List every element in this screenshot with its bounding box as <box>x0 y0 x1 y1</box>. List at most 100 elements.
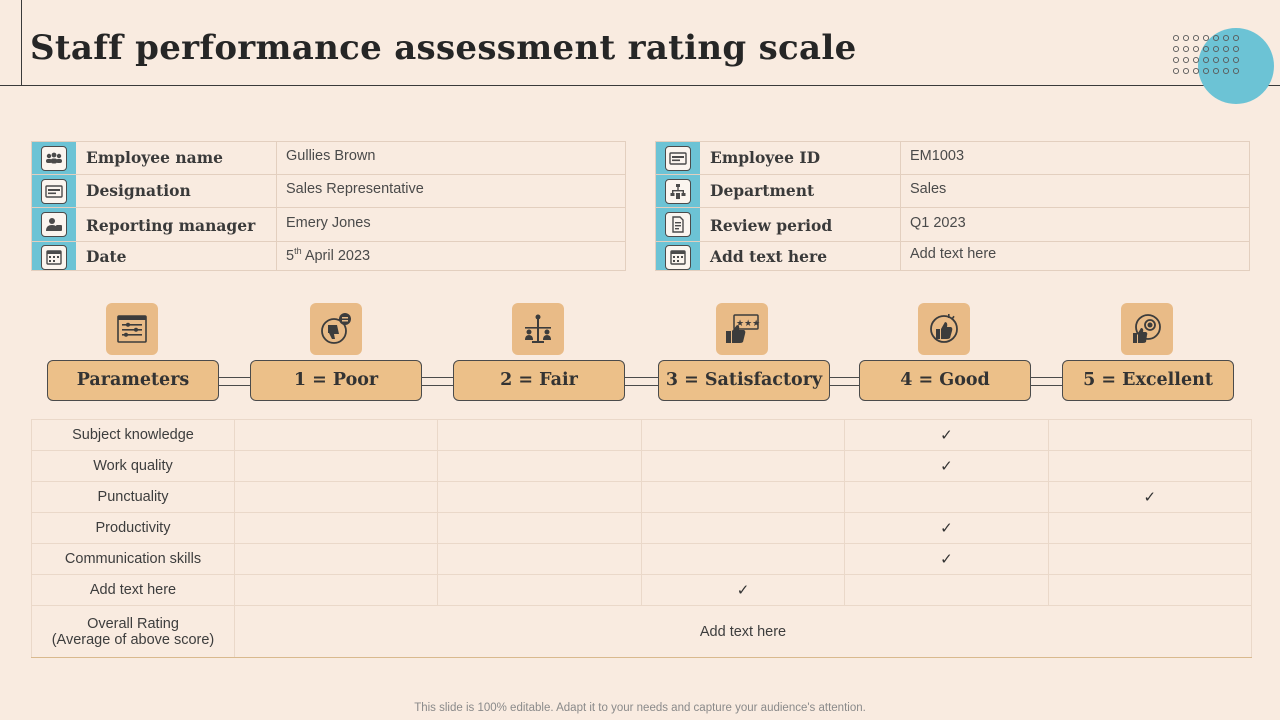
check-icon: ✓ <box>1143 488 1157 506</box>
scale-box-satisfactory: 3 = Satisfactory <box>658 360 830 401</box>
rating-table: Subject knowledge ✓ Work quality ✓ Punctuali… <box>31 419 1253 658</box>
calendar-icon <box>665 245 691 270</box>
employee-info-table: Employee name Gullies Brown Designation … <box>31 141 626 271</box>
review-info-table: Employee ID EM1003 Department Sales Revi… <box>655 141 1250 271</box>
info-value: Q1 2023 <box>910 215 966 231</box>
info-value: Gullies Brown <box>286 148 376 164</box>
rating-cell: ✓ <box>640 574 846 606</box>
rating-cell <box>437 419 642 451</box>
rating-cell <box>1047 450 1253 482</box>
id-card-icon <box>41 179 67 204</box>
info-label: Reporting manager <box>86 216 256 235</box>
org-chart-icon <box>665 179 691 204</box>
info-value: 5th April 2023 <box>286 246 371 264</box>
parameter-name: Add text here <box>31 574 235 606</box>
table-row: Communication skills ✓ <box>31 543 1253 575</box>
scale-connector <box>829 377 860 386</box>
thumbs-down-icon <box>310 303 362 355</box>
footer-note: This slide is 100% editable. Adapt it to… <box>414 702 866 714</box>
award-icon <box>1121 303 1173 355</box>
rating-cell <box>640 543 846 575</box>
check-icon: ✓ <box>940 550 953 568</box>
rating-cell <box>437 543 642 575</box>
check-icon: ✓ <box>736 581 750 599</box>
info-label: Date <box>86 247 127 266</box>
scale-box-fair: 2 = Fair <box>453 360 625 401</box>
info-value: Emery Jones <box>286 215 371 231</box>
rating-cell: ✓ <box>844 543 1049 575</box>
rating-cell <box>233 450 439 482</box>
rating-cell <box>1047 419 1253 451</box>
info-value: Sales Representative <box>286 181 424 197</box>
rating-cell <box>437 450 642 482</box>
rating-cell <box>233 574 439 606</box>
info-value: Sales <box>910 181 947 197</box>
thumbs-up-icon <box>918 303 970 355</box>
parameter-name: Subject knowledge <box>31 419 235 451</box>
rating-cell <box>844 481 1049 513</box>
table-row: Productivity ✓ <box>31 512 1253 544</box>
title-divider <box>21 0 22 86</box>
overall-rating-row: Overall Rating (Average of above score) A… <box>31 605 1252 658</box>
scale-box-excellent: 5 = Excellent <box>1062 360 1234 401</box>
info-row: Reporting manager Emery Jones <box>32 208 625 242</box>
info-value: Add text here <box>910 246 997 262</box>
rating-cell <box>437 574 642 606</box>
table-row: Punctuality ✓ <box>31 481 1253 513</box>
svg-text:★★★: ★★★ <box>736 319 760 329</box>
info-label: Employee ID <box>710 148 821 167</box>
check-icon: ✓ <box>940 519 953 537</box>
parameter-name: Work quality <box>31 450 235 482</box>
check-icon: ✓ <box>940 426 953 444</box>
info-row: Department Sales <box>656 175 1249 208</box>
rating-cell <box>233 419 439 451</box>
table-row: Subject knowledge ✓ <box>31 419 1253 451</box>
scale-box-parameters: Parameters <box>47 360 219 401</box>
id-card-icon <box>665 146 691 171</box>
rating-cell <box>640 481 846 513</box>
parameter-name: Productivity <box>31 512 235 544</box>
rating-cell: ✓ <box>844 419 1049 451</box>
info-value: EM1003 <box>910 148 965 164</box>
page-title: Staff performance assessment rating scal… <box>30 28 857 68</box>
info-row: Designation Sales Representative <box>32 175 625 208</box>
overall-rating-value: Add text here <box>234 605 1252 658</box>
info-label: Review period <box>710 216 833 235</box>
rating-cell <box>1047 543 1253 575</box>
rating-cell <box>1047 574 1253 606</box>
rating-cell <box>844 574 1049 606</box>
team-icon <box>41 146 67 171</box>
scale-connector <box>1030 377 1063 386</box>
rating-cell <box>233 543 439 575</box>
rating-cell <box>640 419 846 451</box>
check-icon: ✓ <box>940 457 953 475</box>
rating-cell <box>437 481 642 513</box>
decorative-dots <box>1172 34 1240 75</box>
rating-cell <box>1047 512 1253 544</box>
info-row: Review period Q1 2023 <box>656 208 1249 242</box>
scale-connector <box>421 377 454 386</box>
scale-connector <box>218 377 251 386</box>
manager-icon <box>41 212 67 237</box>
document-icon <box>665 212 691 237</box>
rating-cell <box>640 450 846 482</box>
rating-cell: ✓ <box>844 512 1049 544</box>
rating-cell: ✓ <box>1047 481 1253 513</box>
overall-rating-label: Overall Rating (Average of above score) <box>31 605 235 658</box>
rating-cell <box>233 512 439 544</box>
info-row: Employee name Gullies Brown <box>32 142 625 175</box>
parameter-name: Punctuality <box>31 481 235 513</box>
info-label: Add text here <box>710 247 828 266</box>
scale-connector <box>624 377 659 386</box>
info-label: Department <box>710 181 815 200</box>
rating-cell <box>233 481 439 513</box>
scale-box-good: 4 = Good <box>859 360 1031 401</box>
rating-cell <box>437 512 642 544</box>
balance-icon <box>512 303 564 355</box>
info-row: Date 5th April 2023 <box>32 242 625 272</box>
table-row: Work quality ✓ <box>31 450 1253 482</box>
info-label: Employee name <box>86 148 223 167</box>
rating-cell <box>640 512 846 544</box>
rating-stars-icon: ★★★ <box>716 303 768 355</box>
title-bar <box>0 0 1280 86</box>
